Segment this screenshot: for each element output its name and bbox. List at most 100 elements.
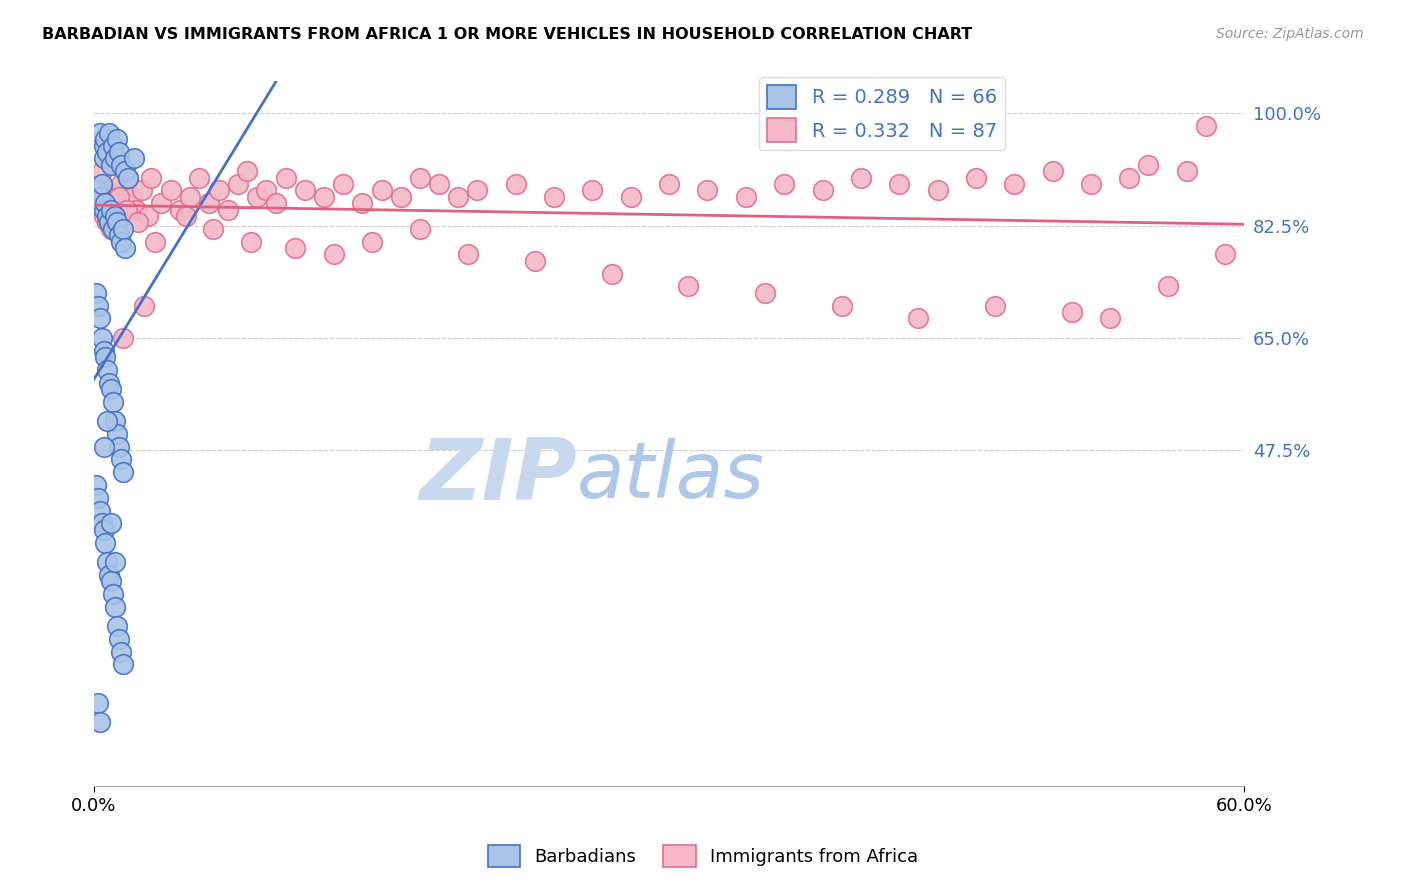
Point [849,170,872,185]
Point [101,138,124,153]
Point [409,222,432,236]
Point [87,183,110,197]
Point [467,183,489,197]
Point [105,132,128,146]
Point [93,202,115,217]
Point [98,215,121,229]
Point [98,376,121,390]
Point [90,331,112,345]
Point [1156,279,1178,293]
Point [1195,120,1218,134]
Point [831,299,853,313]
Point [907,311,929,326]
Point [131,183,153,197]
Point [89,715,111,730]
Point [101,587,124,601]
Point [117,170,139,185]
Point [96,209,118,223]
Point [236,164,259,178]
Point [108,228,131,243]
Point [101,190,124,204]
Point [389,190,412,204]
Point [104,599,127,614]
Point [108,145,131,159]
Point [104,414,127,428]
Point [111,657,134,672]
Point [100,574,122,589]
Point [96,555,118,569]
Point [984,299,1007,313]
Point [678,279,700,293]
Point [96,145,118,159]
Point [94,350,117,364]
Point [105,426,128,441]
Point [93,440,115,454]
Point [523,253,546,268]
Point [1213,247,1236,261]
Point [108,632,131,646]
Point [409,170,432,185]
Point [370,183,392,197]
Point [87,491,110,505]
Point [93,523,115,537]
Point [927,183,949,197]
Point [159,183,181,197]
Point [93,209,115,223]
Point [332,177,354,191]
Point [108,440,131,454]
Point [94,183,117,197]
Point [1099,311,1122,326]
Point [773,177,796,191]
Text: atlas: atlas [576,438,765,514]
Point [734,190,756,204]
Point [127,215,149,229]
Point [96,414,118,428]
Point [89,504,111,518]
Point [114,164,136,178]
Point [105,215,128,229]
Point [256,183,278,197]
Point [198,196,221,211]
Point [98,126,121,140]
Point [620,190,643,204]
Point [93,138,115,153]
Point [1137,158,1160,172]
Point [136,209,159,223]
Point [104,555,127,569]
Point [658,177,681,191]
Point [505,177,527,191]
Point [965,170,987,185]
Text: BARBADIAN VS IMMIGRANTS FROM AFRICA 1 OR MORE VEHICLES IN HOUSEHOLD CORRELATION : BARBADIAN VS IMMIGRANTS FROM AFRICA 1 OR… [42,27,973,42]
Point [110,645,132,659]
Point [352,196,374,211]
Point [108,190,131,204]
Point [754,285,776,300]
Point [361,235,384,249]
Point [1080,177,1102,191]
Point [143,235,166,249]
Point [94,535,117,549]
Point [84,478,107,492]
Point [96,215,118,229]
Point [90,164,112,178]
Point [111,465,134,479]
Point [179,190,201,204]
Point [246,190,269,204]
Point [111,222,134,236]
Legend: R = 0.289   N = 66, R = 0.332   N = 87: R = 0.289 N = 66, R = 0.332 N = 87 [759,77,1004,150]
Point [90,516,112,531]
Point [125,202,148,217]
Point [100,158,122,172]
Point [240,235,263,249]
Point [94,132,117,146]
Point [93,343,115,358]
Point [98,567,121,582]
Point [114,196,136,211]
Point [114,241,136,255]
Point [543,190,565,204]
Point [1060,305,1083,319]
Point [226,177,249,191]
Point [101,394,124,409]
Point [87,696,110,710]
Point [98,132,121,146]
